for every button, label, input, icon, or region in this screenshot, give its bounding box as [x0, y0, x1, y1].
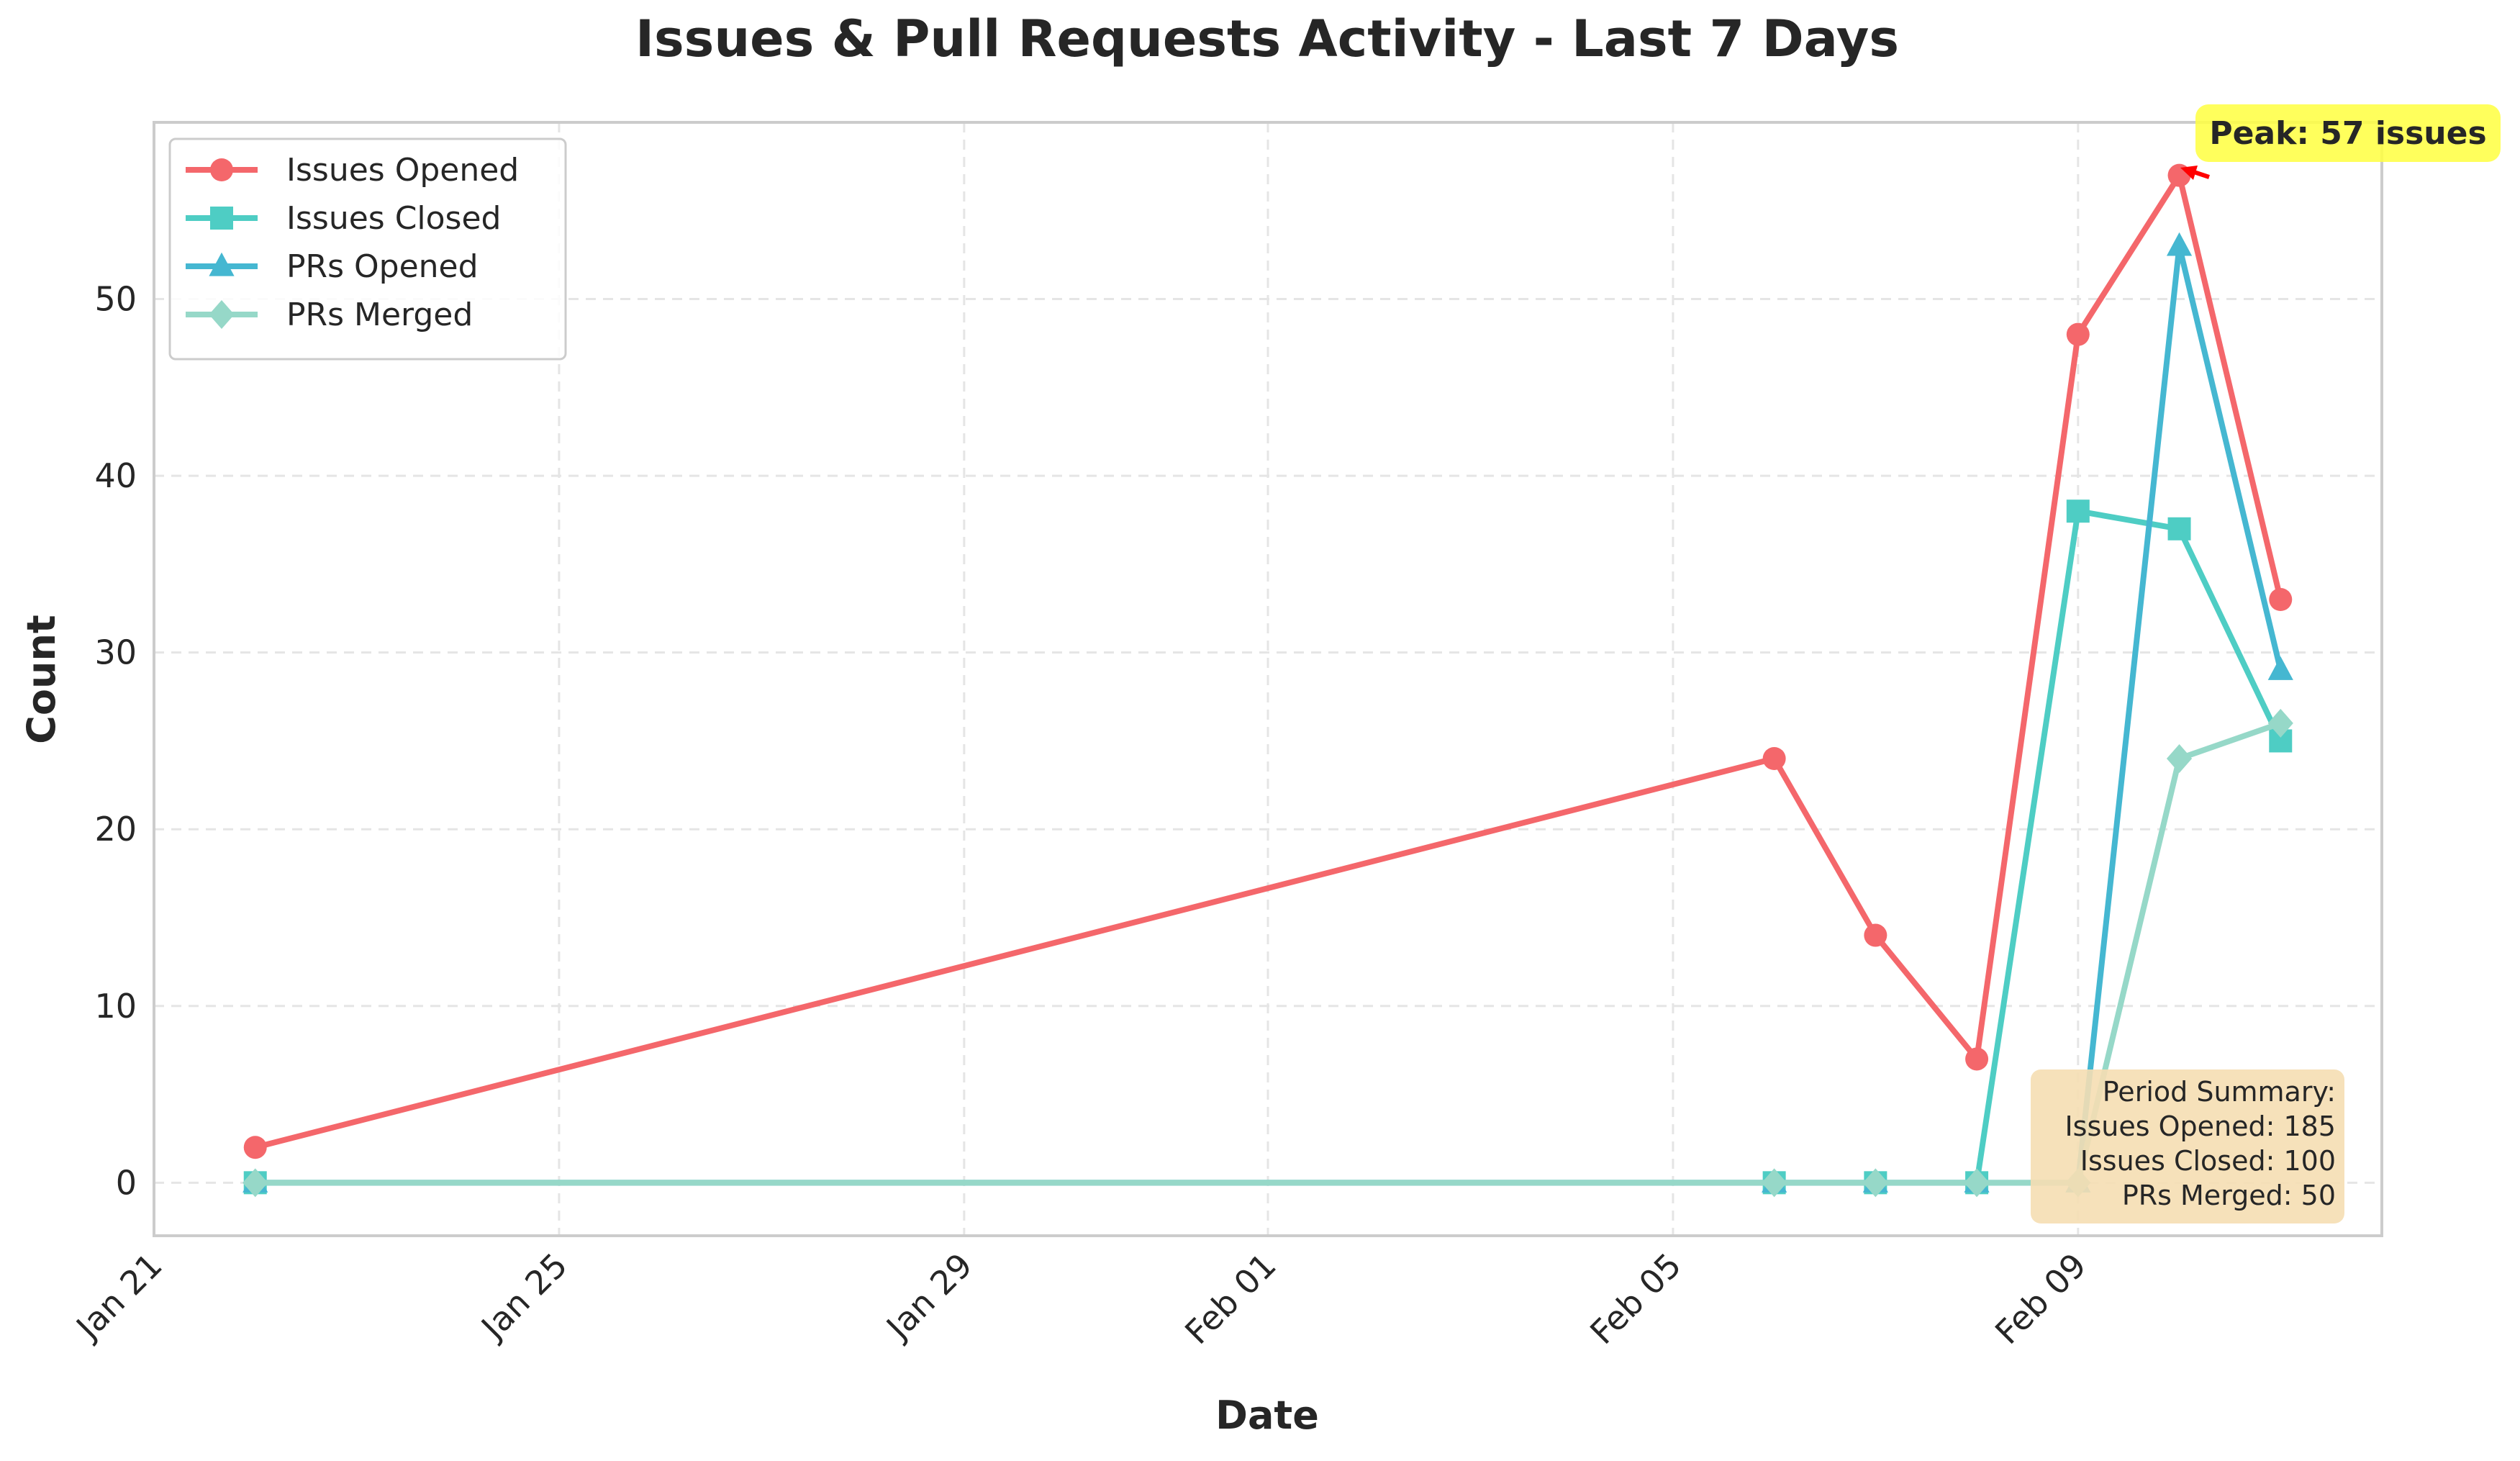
legend: Issues Opened Issues Closed PRs Opened PRs … [168, 137, 567, 361]
peak-arrowhead [2180, 166, 2198, 180]
legend-label: Issues Opened [286, 152, 519, 189]
data-point [2267, 656, 2293, 680]
data-point [1864, 923, 1887, 947]
y-axis-label: Count [19, 615, 64, 743]
data-point [2167, 517, 2191, 540]
data-point [1762, 1168, 1787, 1198]
data-point [243, 1168, 268, 1198]
summary-box: Period Summary: Issues Opened: 185 Issue… [2031, 1069, 2344, 1223]
legend-label: PRs Opened [286, 248, 479, 285]
peak-annotation: Peak: 57 issues [2180, 104, 2501, 180]
x-axis-label: Date [1215, 1393, 1319, 1438]
y-tick-label: 30 [94, 633, 137, 672]
data-point [1965, 1047, 1989, 1071]
y-tick-label: 50 [94, 280, 137, 319]
data-point [2066, 499, 2090, 523]
legend-label: Issues Closed [286, 200, 501, 237]
data-point [1762, 747, 1786, 770]
data-point [1964, 1168, 1990, 1198]
data-point [243, 1136, 267, 1159]
data-point [2166, 744, 2193, 773]
legend-marker [209, 252, 235, 276]
data-point [2166, 232, 2193, 256]
y-tick-label: 10 [94, 987, 137, 1026]
chart-title: Issues & Pull Requests Activity - Last 7… [635, 9, 1899, 68]
legend-marker [209, 300, 235, 329]
series-issues-opened [243, 163, 2293, 1159]
summary-line-issues-opened: Issues Opened: 185 [2065, 1111, 2336, 1142]
legend-label: PRs Merged [286, 297, 473, 333]
summary-line-title: Period Summary: [2103, 1076, 2336, 1108]
peak-label: Peak: 57 issues [2209, 115, 2486, 152]
legend-marker [210, 158, 233, 181]
summary-line-issues-closed: Issues Closed: 100 [2080, 1145, 2336, 1177]
y-tick-label: 0 [116, 1163, 137, 1202]
legend-marker [210, 207, 233, 230]
data-point [1862, 1168, 1888, 1198]
plot-frame [153, 121, 2383, 1237]
legend-box [168, 137, 567, 361]
data-point [2269, 588, 2293, 611]
peak-label-box [2195, 104, 2501, 162]
series-layer [243, 163, 2293, 1198]
y-tick-label: 40 [94, 456, 137, 495]
data-point [2267, 708, 2293, 738]
series-prs-merged [243, 708, 2293, 1198]
summary-background [2031, 1069, 2344, 1223]
summary-line-prs-merged: PRs Merged: 50 [2122, 1180, 2336, 1211]
y-tick-label: 20 [94, 810, 137, 849]
data-point [2066, 322, 2090, 346]
